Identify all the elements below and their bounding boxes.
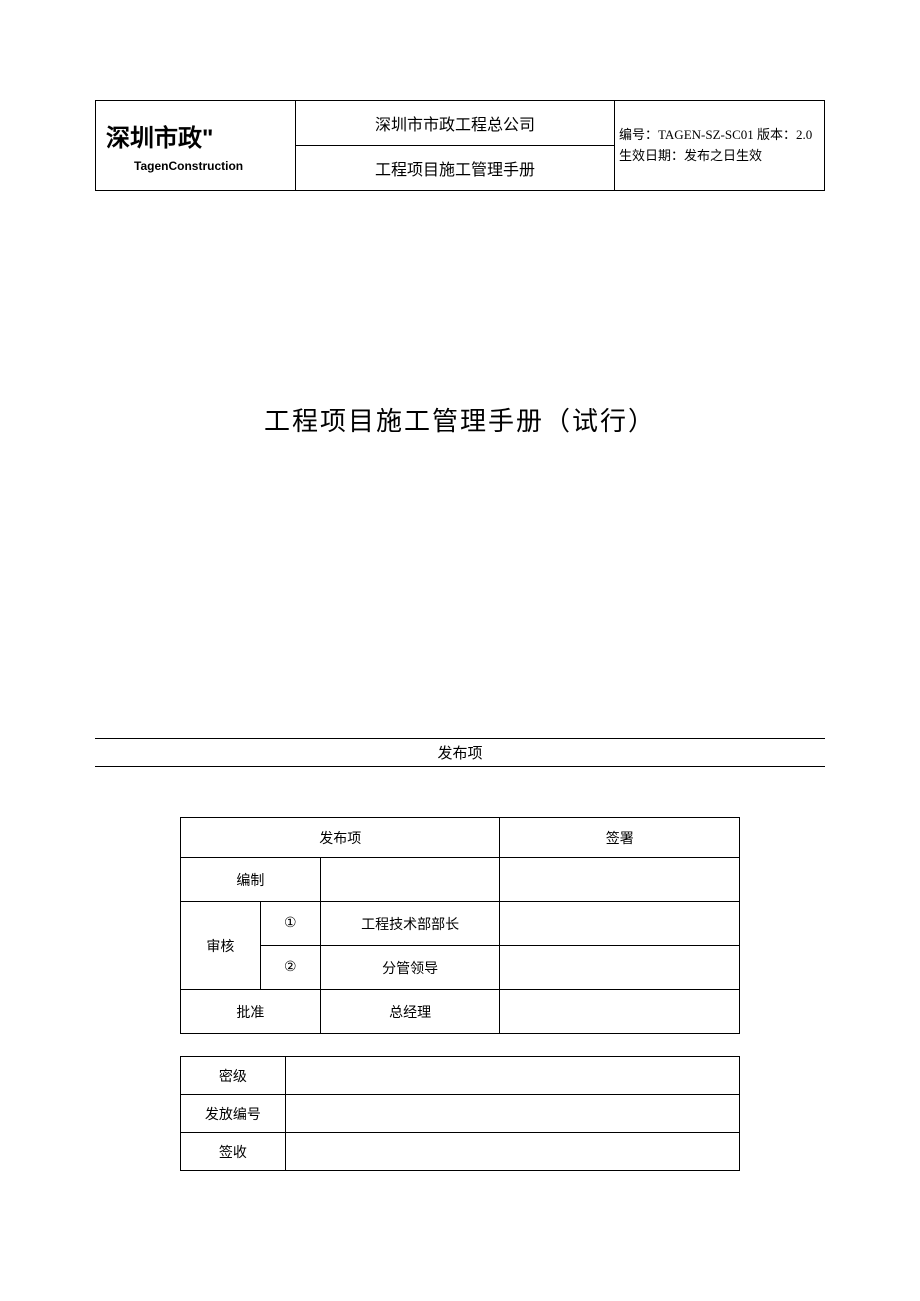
row-approve-label: 批准 [181, 990, 321, 1034]
review-2-no: ② [260, 946, 320, 990]
approve-sign [500, 990, 740, 1034]
code-label: 编号： [619, 127, 658, 142]
logo-sub-text: TagenConstruction [106, 159, 285, 173]
approval-table: 发布项 签署 编制 审核 ① 工程技术部部长 ② 分管领导 批准 总经理 [180, 817, 740, 1034]
sign-receive-value [285, 1133, 739, 1171]
approval-header-left: 发布项 [181, 818, 500, 858]
review-2-sign [500, 946, 740, 990]
document-header-table: 深圳市政" TagenConstruction 深圳市市政工程总公司 编号：TA… [95, 100, 825, 191]
code-value: TAGEN-SZ-SC01 [658, 127, 754, 142]
section-divider: 发布项 [95, 738, 825, 767]
info-table: 密级 发放编号 签收 [180, 1056, 740, 1171]
doc-title: 工程项目施工管理手册 [296, 146, 615, 191]
meta-cell: 编号：TAGEN-SZ-SC01 版本：2.0 生效日期：发布之日生效 [615, 101, 825, 191]
version-value: 2.0 [796, 127, 812, 142]
review-1-sign [500, 902, 740, 946]
row-compile-sign [500, 858, 740, 902]
main-title: 工程项目施工管理手册（试行） [95, 401, 825, 438]
issue-number-label: 发放编号 [181, 1095, 286, 1133]
date-value: 发布之日生效 [684, 148, 762, 163]
secret-level-label: 密级 [181, 1057, 286, 1095]
row-compile-role [320, 858, 500, 902]
company-name: 深圳市市政工程总公司 [296, 101, 615, 146]
logo-main-text: 深圳市政" [106, 118, 285, 153]
issue-number-value [285, 1095, 739, 1133]
secret-level-value [285, 1057, 739, 1095]
sign-receive-label: 签收 [181, 1133, 286, 1171]
logo-cell: 深圳市政" TagenConstruction [96, 101, 296, 191]
version-label: 版本： [757, 127, 796, 142]
review-1-role: 工程技术部部长 [320, 902, 500, 946]
review-1-no: ① [260, 902, 320, 946]
approval-header-right: 签署 [500, 818, 740, 858]
date-label: 生效日期： [619, 148, 684, 163]
row-compile-label: 编制 [181, 858, 321, 902]
review-2-role: 分管领导 [320, 946, 500, 990]
approve-role: 总经理 [320, 990, 500, 1034]
row-review-label: 审核 [181, 902, 261, 990]
